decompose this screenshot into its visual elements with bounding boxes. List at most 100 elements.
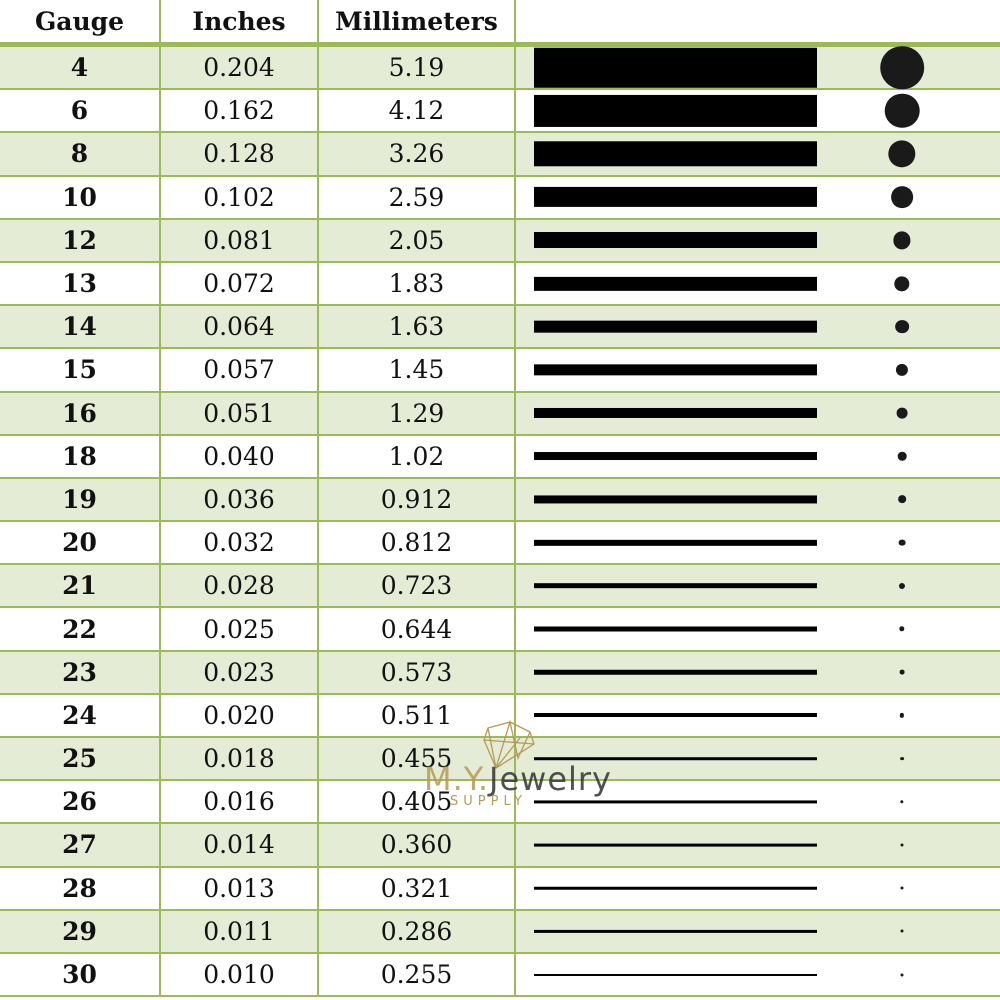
diameter-dot bbox=[898, 539, 906, 547]
cell-visual bbox=[514, 692, 1000, 739]
cell-gauge: 15 bbox=[0, 347, 161, 393]
table-row: 19 0.036 0.912 bbox=[0, 476, 1000, 523]
table-row: 18 0.040 1.02 bbox=[0, 433, 1000, 479]
table-row: 12 0.081 2.05 bbox=[0, 217, 1000, 263]
cell-inches: 0.011 bbox=[159, 908, 319, 954]
diameter-dot bbox=[895, 319, 909, 334]
table-row: 27 0.014 0.360 bbox=[0, 822, 1000, 868]
diameter-dot bbox=[900, 843, 904, 847]
cell-visual bbox=[514, 433, 1000, 479]
cell-inches: 0.102 bbox=[159, 174, 319, 220]
table-row: 14 0.064 1.63 bbox=[0, 304, 1000, 350]
diameter-dot bbox=[900, 973, 904, 977]
cell-gauge: 23 bbox=[0, 649, 161, 695]
cell-visual bbox=[514, 390, 1000, 436]
header-gauge: Gauge bbox=[0, 0, 161, 47]
diameter-dot bbox=[888, 140, 916, 168]
thickness-bar bbox=[534, 800, 817, 804]
thickness-bar bbox=[534, 583, 817, 589]
cell-mm: 4.12 bbox=[317, 88, 516, 134]
cell-gauge: 30 bbox=[0, 951, 161, 998]
cell-mm: 1.83 bbox=[317, 260, 516, 307]
cell-gauge: 4 bbox=[0, 43, 161, 91]
thickness-bar bbox=[534, 94, 817, 127]
cell-gauge: 24 bbox=[0, 692, 161, 739]
cell-visual bbox=[514, 865, 1000, 911]
diameter-dot bbox=[895, 363, 909, 376]
diameter-dot bbox=[884, 93, 920, 129]
cell-mm: 0.723 bbox=[317, 563, 516, 609]
cell-mm: 0.321 bbox=[317, 865, 516, 911]
thickness-bar bbox=[534, 495, 817, 504]
cell-inches: 0.064 bbox=[159, 304, 319, 350]
cell-inches: 0.128 bbox=[159, 131, 319, 177]
cell-inches: 0.072 bbox=[159, 260, 319, 307]
diameter-dot bbox=[897, 452, 907, 461]
thickness-bar bbox=[534, 408, 817, 419]
cell-visual bbox=[514, 951, 1000, 998]
thickness-bar bbox=[534, 713, 817, 718]
cell-inches: 0.013 bbox=[159, 865, 319, 911]
cell-visual bbox=[514, 908, 1000, 954]
thickness-bar bbox=[534, 886, 817, 890]
cell-mm: 1.29 bbox=[317, 390, 516, 436]
cell-gauge: 14 bbox=[0, 304, 161, 350]
table-row: 28 0.013 0.321 bbox=[0, 865, 1000, 911]
cell-mm: 0.255 bbox=[317, 951, 516, 998]
table-row: 13 0.072 1.83 bbox=[0, 260, 1000, 307]
cell-inches: 0.040 bbox=[159, 433, 319, 479]
table-row: 23 0.023 0.573 bbox=[0, 649, 1000, 695]
cell-inches: 0.028 bbox=[159, 563, 319, 609]
thickness-bar bbox=[534, 973, 817, 976]
diameter-dot bbox=[893, 231, 911, 249]
cell-mm: 0.912 bbox=[317, 476, 516, 523]
thickness-bar bbox=[534, 930, 817, 933]
thickness-bar bbox=[534, 187, 817, 208]
diameter-dot bbox=[899, 713, 905, 718]
thickness-bar bbox=[534, 669, 817, 675]
cell-inches: 0.162 bbox=[159, 88, 319, 134]
diameter-dot bbox=[896, 407, 908, 419]
cell-mm: 1.02 bbox=[317, 433, 516, 479]
thickness-bar bbox=[534, 320, 817, 334]
cell-visual bbox=[514, 779, 1000, 825]
cell-inches: 0.032 bbox=[159, 520, 319, 566]
table-row: 21 0.028 0.723 bbox=[0, 563, 1000, 609]
table-row: 24 0.020 0.511 bbox=[0, 692, 1000, 739]
cell-inches: 0.014 bbox=[159, 822, 319, 868]
cell-mm: 5.19 bbox=[317, 43, 516, 91]
thickness-bar bbox=[534, 232, 817, 249]
cell-visual bbox=[514, 174, 1000, 220]
table-row: 25 0.018 0.455 bbox=[0, 735, 1000, 782]
cell-inches: 0.018 bbox=[159, 735, 319, 782]
cell-gauge: 29 bbox=[0, 908, 161, 954]
thickness-bar bbox=[534, 47, 817, 88]
cell-gauge: 10 bbox=[0, 174, 161, 220]
cell-visual bbox=[514, 649, 1000, 695]
cell-visual bbox=[514, 88, 1000, 134]
cell-mm: 0.405 bbox=[317, 779, 516, 825]
cell-visual bbox=[514, 822, 1000, 868]
table-row: 26 0.016 0.405 bbox=[0, 779, 1000, 825]
diameter-dot bbox=[900, 886, 904, 890]
cell-visual bbox=[514, 131, 1000, 177]
cell-gauge: 16 bbox=[0, 390, 161, 436]
cell-gauge: 8 bbox=[0, 131, 161, 177]
cell-visual bbox=[514, 347, 1000, 393]
cell-visual bbox=[514, 606, 1000, 652]
thickness-bar bbox=[534, 539, 817, 546]
table-row: 22 0.025 0.644 bbox=[0, 606, 1000, 652]
cell-inches: 0.023 bbox=[159, 649, 319, 695]
cell-mm: 0.812 bbox=[317, 520, 516, 566]
cell-inches: 0.204 bbox=[159, 43, 319, 91]
cell-inches: 0.016 bbox=[159, 779, 319, 825]
cell-visual bbox=[514, 563, 1000, 609]
cell-gauge: 13 bbox=[0, 260, 161, 307]
thickness-bar bbox=[534, 141, 817, 167]
cell-gauge: 26 bbox=[0, 779, 161, 825]
table-row: 4 0.204 5.19 bbox=[0, 43, 1000, 91]
cell-visual bbox=[514, 735, 1000, 782]
thickness-bar bbox=[534, 626, 817, 632]
thickness-bar bbox=[534, 452, 817, 461]
cell-inches: 0.025 bbox=[159, 606, 319, 652]
